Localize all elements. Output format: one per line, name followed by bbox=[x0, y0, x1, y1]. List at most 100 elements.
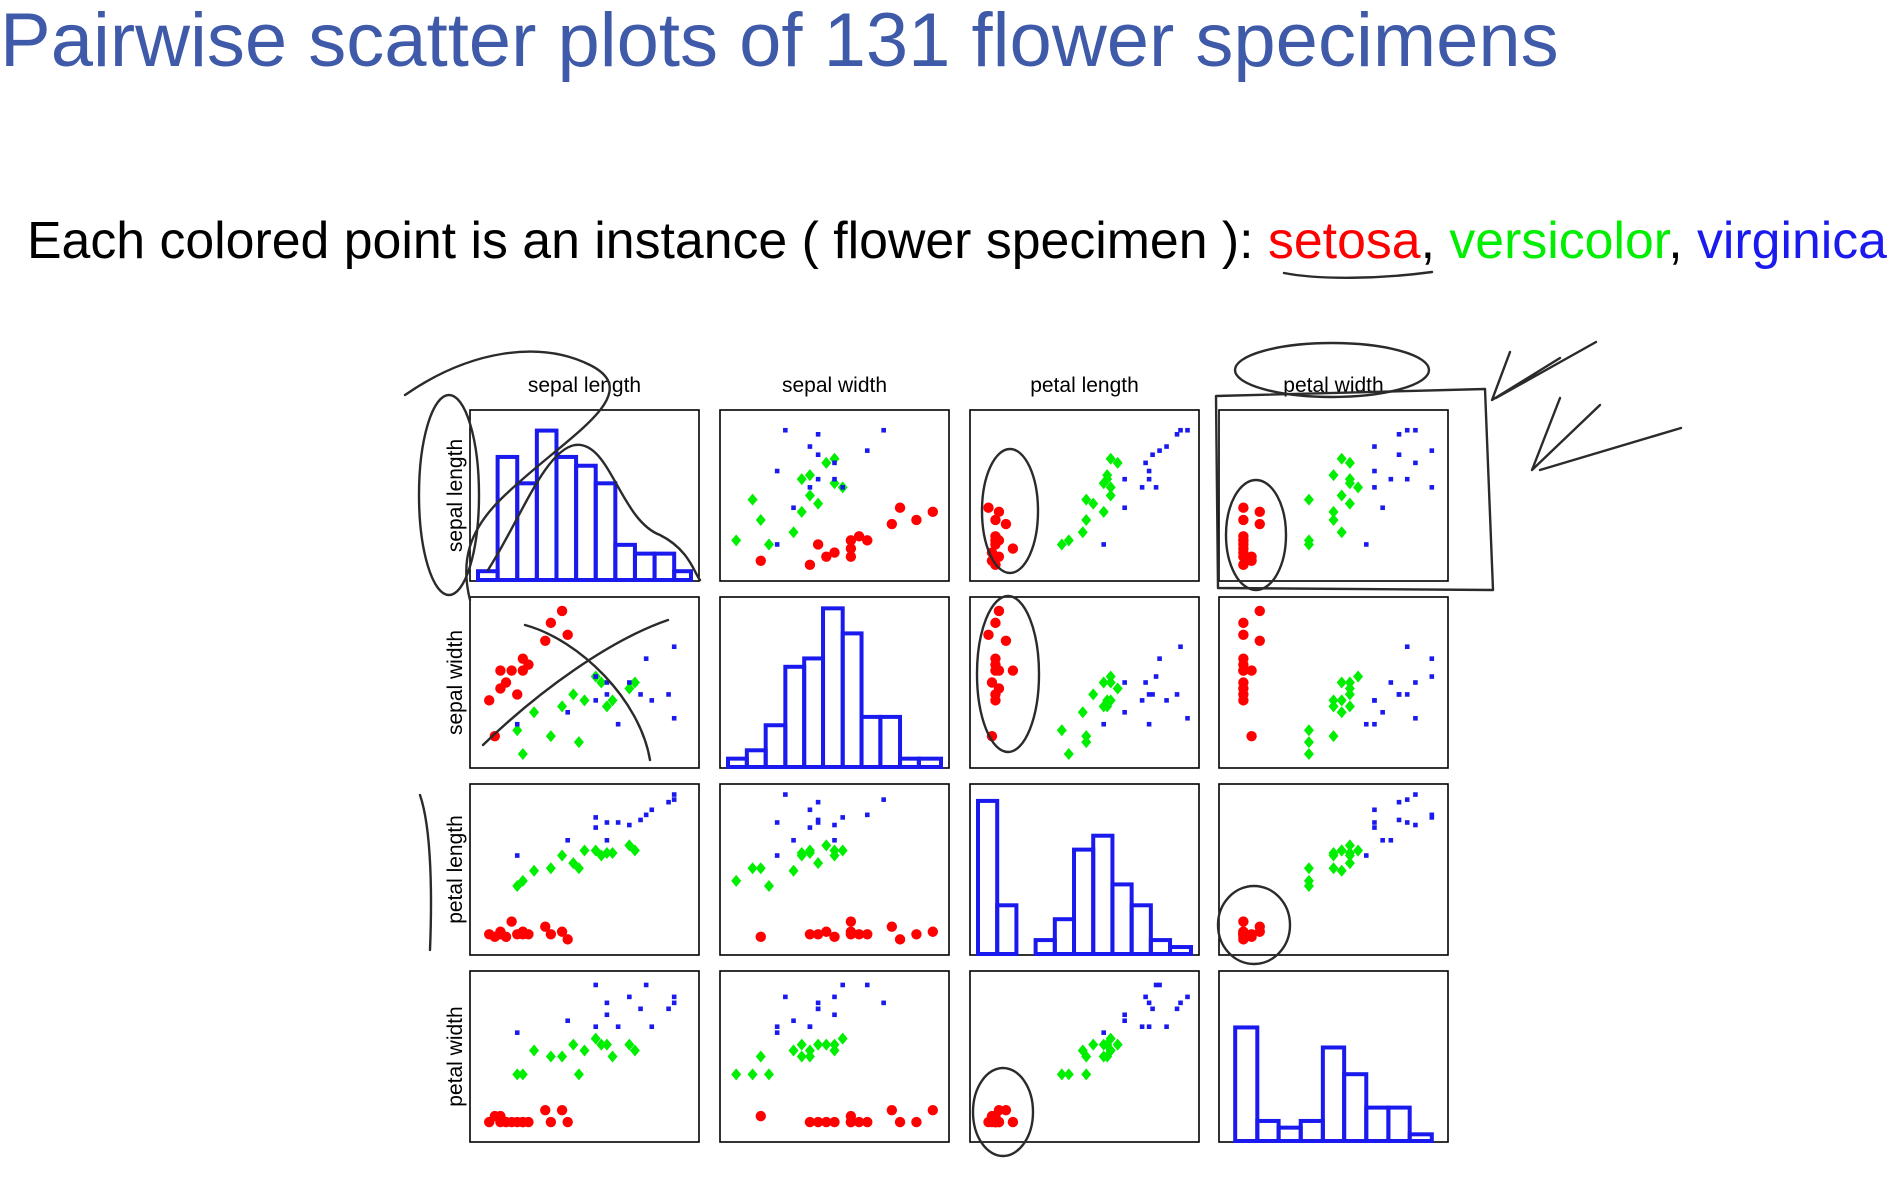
point bbox=[1088, 497, 1099, 510]
histogram-bar bbox=[495, 454, 520, 582]
point bbox=[1336, 844, 1347, 857]
column-label: petal length bbox=[1030, 374, 1139, 397]
ink-circle bbox=[980, 447, 1040, 575]
point bbox=[1363, 853, 1369, 858]
point bbox=[604, 820, 610, 825]
point bbox=[1388, 837, 1394, 843]
point bbox=[774, 1030, 780, 1035]
point bbox=[804, 929, 816, 940]
point bbox=[1056, 538, 1067, 551]
point bbox=[837, 1032, 848, 1045]
point bbox=[1429, 448, 1435, 453]
histogram-bar bbox=[898, 756, 921, 770]
point bbox=[1153, 674, 1159, 679]
point bbox=[573, 736, 584, 749]
point bbox=[1153, 485, 1159, 490]
point bbox=[1056, 1068, 1067, 1081]
point bbox=[1238, 695, 1249, 706]
point bbox=[1122, 476, 1127, 482]
point bbox=[545, 1050, 556, 1063]
point bbox=[1413, 680, 1418, 685]
point bbox=[671, 797, 677, 802]
point bbox=[545, 617, 557, 629]
point bbox=[529, 706, 540, 719]
point bbox=[1246, 730, 1257, 742]
point bbox=[1413, 792, 1418, 797]
point bbox=[864, 812, 870, 818]
point bbox=[1139, 698, 1145, 703]
point bbox=[1102, 469, 1113, 482]
point bbox=[886, 921, 898, 932]
point bbox=[627, 994, 632, 1000]
point bbox=[1077, 706, 1088, 719]
point bbox=[840, 485, 845, 490]
point bbox=[1429, 674, 1435, 679]
point bbox=[671, 994, 677, 1000]
point bbox=[1404, 797, 1410, 802]
point bbox=[506, 1116, 517, 1128]
point bbox=[1254, 635, 1265, 646]
point bbox=[1088, 688, 1099, 701]
point bbox=[804, 1044, 815, 1057]
point bbox=[763, 1068, 774, 1081]
point bbox=[747, 862, 758, 875]
point bbox=[1088, 1038, 1099, 1051]
point bbox=[517, 748, 528, 761]
slide-title: Pairwise scatter plots of 131 flower spe… bbox=[0, 0, 1559, 83]
histogram-bar bbox=[1320, 1045, 1347, 1143]
point bbox=[601, 700, 612, 713]
point bbox=[774, 820, 780, 825]
point bbox=[812, 1116, 824, 1128]
point bbox=[815, 1000, 821, 1006]
point bbox=[1077, 1044, 1088, 1057]
point bbox=[624, 1038, 635, 1051]
point bbox=[731, 1068, 742, 1081]
point bbox=[1254, 518, 1265, 530]
point bbox=[556, 926, 568, 937]
point bbox=[512, 689, 523, 700]
point bbox=[791, 837, 796, 843]
panel-frame bbox=[1218, 409, 1449, 582]
point bbox=[671, 715, 677, 721]
point bbox=[540, 635, 551, 646]
point bbox=[1254, 605, 1265, 617]
histogram-bar bbox=[652, 551, 677, 583]
histogram-bar bbox=[672, 569, 693, 582]
point bbox=[1146, 476, 1152, 482]
point bbox=[1143, 994, 1148, 1000]
point bbox=[1336, 694, 1347, 707]
point bbox=[1056, 724, 1067, 737]
point bbox=[815, 799, 821, 805]
point bbox=[774, 468, 780, 474]
point bbox=[783, 427, 788, 433]
point bbox=[565, 1018, 570, 1024]
point bbox=[1353, 670, 1364, 683]
point bbox=[562, 1116, 573, 1128]
point bbox=[540, 1104, 551, 1116]
point bbox=[579, 1044, 590, 1057]
point bbox=[615, 820, 621, 825]
point bbox=[604, 1000, 610, 1006]
point bbox=[495, 683, 506, 694]
point bbox=[1150, 692, 1155, 697]
panel-frame bbox=[469, 783, 700, 956]
point bbox=[783, 792, 788, 797]
point bbox=[1238, 617, 1249, 629]
ink-box bbox=[1214, 387, 1495, 592]
point bbox=[1238, 653, 1249, 664]
point bbox=[573, 1068, 584, 1081]
point bbox=[1429, 812, 1435, 818]
point bbox=[755, 555, 766, 566]
point bbox=[804, 844, 815, 857]
point bbox=[1344, 700, 1355, 713]
point bbox=[1396, 452, 1402, 458]
histogram-bar bbox=[1110, 882, 1134, 957]
point bbox=[1238, 543, 1249, 554]
point bbox=[1105, 1044, 1116, 1057]
point bbox=[832, 1012, 837, 1018]
point bbox=[1146, 468, 1152, 474]
point bbox=[1380, 505, 1385, 511]
point bbox=[1174, 1006, 1180, 1012]
point bbox=[1344, 857, 1355, 870]
